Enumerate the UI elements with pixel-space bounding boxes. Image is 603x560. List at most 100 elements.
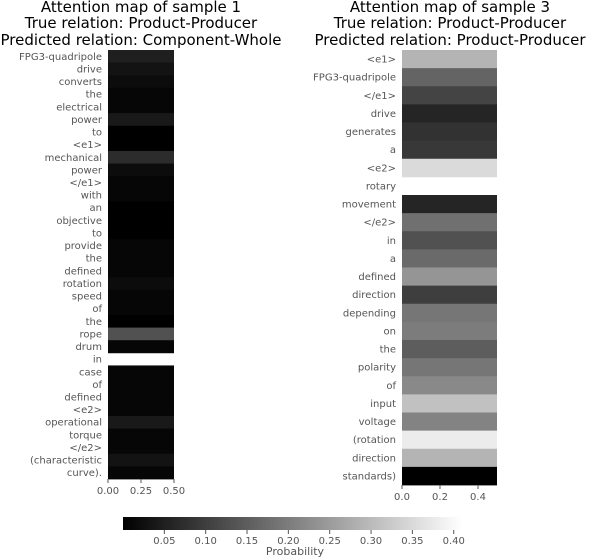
heatmap-cell: [108, 466, 174, 480]
heatmap-cell: [108, 163, 174, 177]
heatmap-cell: [402, 68, 497, 87]
x-tick-label: 0.2: [432, 492, 448, 503]
colorbar-tick-label: 0.30: [360, 536, 382, 547]
colorbar-tick-label: 0.15: [236, 536, 258, 547]
token-label: of: [92, 304, 102, 315]
token-label: a: [390, 254, 396, 265]
heatmap-cell: [402, 267, 497, 287]
token-label: to: [92, 128, 102, 139]
token-label: the: [86, 317, 102, 328]
token-label: direction: [352, 453, 396, 464]
heatmap-panel-2: Attention map of sample 3 True relation:…: [313, 0, 586, 503]
colorbar-tick-label: 0.20: [277, 536, 299, 547]
heatmap-cell: [402, 231, 497, 250]
token-label: drive: [77, 64, 102, 75]
colorbar-label: Probability: [266, 545, 325, 558]
heatmap-cell: [108, 188, 174, 202]
panel-2-token-labels: <e1> FPG3-quadripole </e1> drive generates a <…: [313, 55, 396, 483]
token-label: power: [71, 115, 103, 126]
panel-1-x-ticks: 0.00 0.25 0.50: [97, 479, 185, 497]
token-label: an: [90, 203, 102, 214]
x-tick-label: 0.00: [97, 486, 119, 497]
colorbar-tick-label: 0.10: [195, 536, 217, 547]
colorbar-tick-label: 0.40: [443, 536, 465, 547]
token-label: </e2>: [69, 443, 102, 454]
heatmap-cell: [108, 403, 174, 417]
token-label: drum: [75, 342, 102, 353]
heatmap-cell: [108, 62, 174, 76]
token-label: polarity: [358, 363, 396, 374]
colorbar-tick-label: 0.25: [319, 536, 341, 547]
heatmap-cell: [108, 125, 174, 139]
token-label: in: [387, 236, 396, 247]
panel-2-title-line-2: True relation: Product-Producer: [333, 14, 567, 32]
heatmap-cell: [108, 138, 174, 152]
token-label: provide: [64, 241, 102, 252]
x-tick-label: 0.25: [130, 486, 152, 497]
token-label: <e2>: [73, 405, 102, 416]
heatmap-cell: [108, 264, 174, 278]
heatmap-cell: [402, 249, 497, 268]
panel-1-title-line-1: Attention map of sample 1: [41, 0, 241, 16]
heatmap-cell: [108, 176, 174, 190]
heatmap-panel-1: Attention map of sample 1 True relation:…: [1, 0, 282, 497]
token-label: of: [386, 381, 396, 392]
heatmap-cell: [108, 100, 174, 114]
heatmap-cell: [402, 466, 497, 486]
heatmap-cell: [108, 75, 174, 89]
token-label: defined: [358, 272, 396, 283]
heatmap-cell: [402, 321, 497, 341]
token-label: of: [92, 380, 102, 391]
panel-2-x-ticks: 0.0 0.2 0.4: [394, 485, 486, 503]
heatmap-cell: [108, 327, 174, 341]
token-label: direction: [352, 290, 396, 301]
heatmap-cell: [108, 113, 174, 127]
heatmap-cell: [108, 390, 174, 404]
heatmap-cell: [108, 415, 174, 429]
heatmap-cell: [108, 50, 174, 64]
heatmap-cell: [402, 358, 497, 377]
colorbar: 0.05 0.10 0.15 0.20 0.25 0.30 0.35 0.40 Probabi…: [123, 517, 465, 558]
x-tick-label: 0.4: [470, 492, 486, 503]
token-label: in: [93, 355, 102, 366]
token-label: <e1>: [73, 140, 102, 151]
heatmap-cell: [402, 340, 497, 359]
token-label: <e1>: [367, 55, 396, 66]
token-label: power: [71, 165, 103, 176]
heatmap-cell: [402, 430, 497, 450]
heatmap-cell: [108, 251, 174, 265]
token-label: rotary: [366, 181, 396, 192]
token-label: (characteristic: [30, 456, 102, 467]
token-label: the: [380, 345, 396, 356]
token-label: voltage: [359, 417, 396, 428]
token-label: operational: [45, 418, 102, 429]
panel-2-title-line-1: Attention map of sample 3: [350, 0, 550, 16]
token-label: the: [86, 90, 102, 101]
token-label: the: [86, 254, 102, 265]
token-label: rotation: [63, 279, 102, 290]
heatmap-cell: [402, 448, 497, 468]
heatmap-cell: [108, 365, 174, 379]
heatmap-cell: [402, 104, 497, 123]
heatmap-cell: [108, 277, 174, 291]
token-label: <e2>: [367, 163, 396, 174]
token-label: defined: [64, 266, 102, 277]
colorbar-gradient: [123, 517, 462, 530]
heatmap-cell: [108, 441, 174, 455]
panel-1-title-line-2: True relation: Product-Producer: [24, 14, 258, 32]
token-label: with: [81, 191, 102, 202]
token-label: defined: [64, 392, 102, 403]
panel-1-cells: [108, 50, 174, 480]
token-label: generates: [345, 127, 396, 138]
heatmap-cell: [108, 378, 174, 392]
token-label: on: [384, 326, 396, 337]
colorbar-tick-label: 0.05: [153, 536, 175, 547]
token-label: </e2>: [363, 218, 396, 229]
token-label: rope: [79, 329, 102, 340]
heatmap-cell: [402, 213, 497, 232]
token-label: torque: [69, 430, 102, 441]
heatmap-cell: [402, 50, 497, 69]
heatmap-cell: [108, 314, 174, 328]
heatmap-cell: [402, 303, 497, 323]
heatmap-cell: [108, 214, 174, 228]
